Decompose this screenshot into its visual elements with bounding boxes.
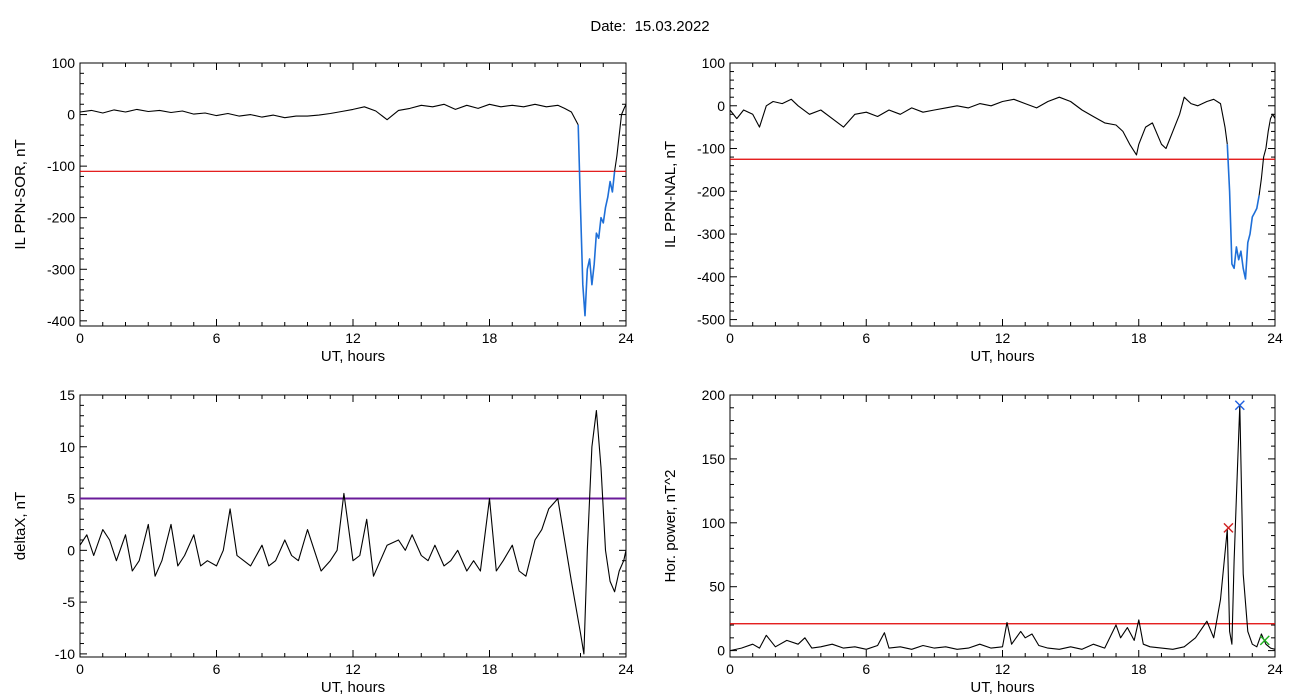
x-axis-label: UT, hours bbox=[321, 348, 385, 365]
y-tick-label: -100 bbox=[697, 141, 725, 157]
y-tick-label: -400 bbox=[697, 269, 725, 285]
y-tick-label: 100 bbox=[52, 55, 76, 71]
x-axis-label: UT, hours bbox=[970, 679, 1034, 696]
x-tick-label: 18 bbox=[482, 661, 498, 677]
x-tick-label: 6 bbox=[862, 661, 870, 677]
y-tick-label: 150 bbox=[702, 451, 726, 467]
marker-blue bbox=[1234, 400, 1245, 411]
date-header: Date: 15.03.2022 bbox=[0, 18, 1300, 35]
x-tick-label: 6 bbox=[862, 330, 870, 346]
y-tick-label: 5 bbox=[67, 491, 75, 507]
y-tick-label: -500 bbox=[697, 312, 725, 328]
plot-frame bbox=[729, 394, 1276, 658]
x-axis-label: UT, hours bbox=[970, 348, 1034, 365]
y-tick-label: 200 bbox=[702, 387, 726, 403]
x-tick-label: 0 bbox=[726, 661, 734, 677]
y-tick-label: -5 bbox=[63, 594, 76, 610]
x-tick-label: 12 bbox=[995, 661, 1011, 677]
y-axis-label: deltaX, nT bbox=[12, 492, 29, 560]
date-label: Date: bbox=[590, 18, 627, 35]
series-line-main bbox=[729, 96, 1228, 156]
y-tick-label: 0 bbox=[717, 98, 725, 114]
y-tick-label: 0 bbox=[67, 107, 75, 123]
series-line-main bbox=[729, 404, 1276, 652]
marker-green bbox=[1259, 635, 1270, 646]
plot-frame bbox=[79, 394, 627, 658]
chart-il_sor: 0 6 12 18 24 100 0 -100 -200 -300 -400 UT, hours IL … bbox=[12, 55, 634, 365]
y-tick-label: 0 bbox=[67, 542, 75, 558]
x-tick-label: 6 bbox=[213, 661, 221, 677]
y-tick-label: -300 bbox=[697, 226, 725, 242]
series-line-main bbox=[79, 103, 579, 126]
series-line-main bbox=[79, 409, 627, 655]
y-tick-label: 50 bbox=[709, 579, 725, 595]
series-line-main bbox=[614, 104, 627, 172]
y-axis-label: IL PPN-NAL, nT bbox=[662, 141, 679, 248]
x-tick-label: 6 bbox=[213, 330, 221, 346]
x-tick-label: 24 bbox=[618, 661, 634, 677]
series-line-main bbox=[1258, 113, 1276, 196]
y-tick-label: -200 bbox=[47, 210, 75, 226]
x-tick-label: 0 bbox=[76, 330, 84, 346]
x-axis-label: UT, hours bbox=[321, 679, 385, 696]
x-tick-label: 0 bbox=[76, 661, 84, 677]
y-axis-label: IL PPN-SOR, nT bbox=[12, 139, 29, 249]
y-tick-label: 10 bbox=[59, 439, 75, 455]
y-tick-label: 15 bbox=[59, 387, 75, 403]
x-tick-label: 18 bbox=[1131, 330, 1147, 346]
series-line-highlight bbox=[1226, 144, 1260, 280]
date-value: 15.03.2022 bbox=[634, 18, 710, 35]
plot-frame bbox=[729, 62, 1276, 327]
x-tick-label: 24 bbox=[1267, 661, 1283, 677]
x-tick-label: 24 bbox=[618, 330, 634, 346]
y-axis-label: Hor. power, nT^2 bbox=[662, 470, 679, 583]
x-tick-label: 12 bbox=[345, 330, 361, 346]
y-tick-label: -300 bbox=[47, 261, 75, 277]
y-tick-label: 100 bbox=[702, 55, 726, 71]
y-tick-label: -10 bbox=[55, 646, 75, 662]
x-tick-label: 0 bbox=[726, 330, 734, 346]
y-tick-label: 100 bbox=[702, 515, 726, 531]
chart-delta_x: 0 6 12 18 24 15 10 5 0 -5 -10 UT, hours deltaX, nT bbox=[12, 387, 634, 696]
chart-hor_power: 0 6 12 18 24 200 150 100 50 0 UT, hours Hor. power,… bbox=[662, 387, 1283, 696]
y-tick-label: -100 bbox=[47, 158, 75, 174]
y-tick-label: -400 bbox=[47, 313, 75, 329]
x-tick-label: 24 bbox=[1267, 330, 1283, 346]
x-tick-label: 12 bbox=[345, 661, 361, 677]
series-line-highlight bbox=[577, 124, 616, 317]
x-tick-label: 12 bbox=[995, 330, 1011, 346]
y-tick-label: -200 bbox=[697, 183, 725, 199]
x-tick-label: 18 bbox=[1131, 661, 1147, 677]
plot-frame bbox=[79, 62, 627, 327]
marker-red bbox=[1223, 522, 1234, 533]
y-tick-label: 0 bbox=[717, 643, 725, 659]
x-tick-label: 18 bbox=[482, 330, 498, 346]
chart-il_nal: 0 6 12 18 24 100 0 -100 -200 -300 -400 -500 UT, hour… bbox=[662, 55, 1283, 365]
